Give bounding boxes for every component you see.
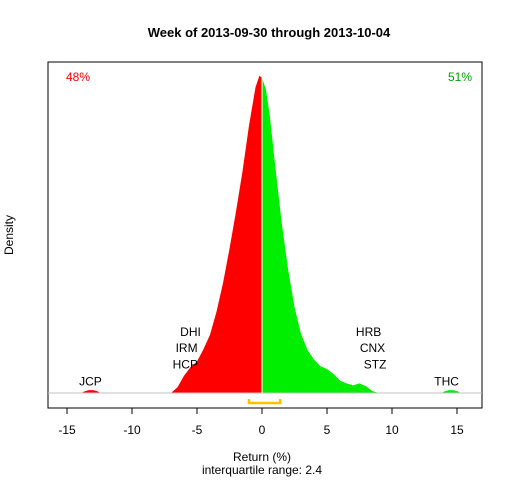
y-axis-title: Density (2, 215, 16, 255)
annotation-dhi: DHI (180, 325, 201, 339)
chart-title: Week of 2013-09-30 through 2013-10-04 (148, 25, 391, 40)
plot-area: JCP DHI IRM HCP HRB CNX STZ THC 48% 51% (47, 61, 483, 409)
x-tick-label: -5 (192, 423, 203, 437)
negative-density-area (81, 75, 262, 394)
positive-density-area (262, 77, 461, 393)
x-axis: -15 -10 -5 0 5 10 15 (58, 407, 464, 437)
annotation-hcp: HCP (173, 357, 198, 371)
tick-layer: -15 -10 -5 0 5 10 15 (58, 408, 464, 437)
x-axis-title: Return (%) (233, 450, 291, 464)
density-layer (48, 72, 482, 405)
iqr-bracket (247, 399, 282, 405)
x-tick-label: 5 (324, 423, 331, 437)
annotation-layer: JCP DHI IRM HCP HRB CNX STZ THC (79, 325, 459, 389)
right-percent-label: 51% (448, 70, 472, 84)
x-tick-label: 0 (259, 423, 266, 437)
x-tick-label: -15 (58, 423, 76, 437)
annotation-irm: IRM (176, 341, 198, 355)
x-tick-label: 15 (450, 423, 464, 437)
iqr-label: interquartile range: 2.4 (202, 463, 322, 477)
x-tick-label: 10 (385, 423, 399, 437)
annotation-stz: STZ (364, 357, 387, 371)
annotation-hrb: HRB (356, 325, 381, 339)
left-percent-label: 48% (66, 70, 90, 84)
annotation-jcp: JCP (79, 375, 102, 389)
x-tick-label: -10 (123, 423, 141, 437)
annotation-thc: THC (434, 375, 459, 389)
annotation-cnx: CNX (360, 341, 385, 355)
